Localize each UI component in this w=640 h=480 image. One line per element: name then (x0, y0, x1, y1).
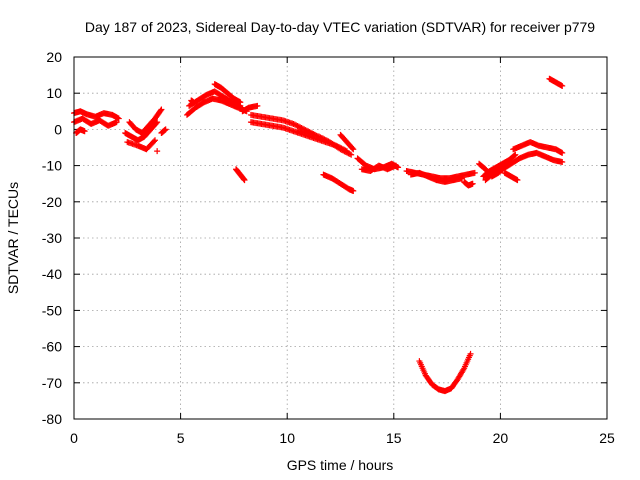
data-point (471, 169, 478, 176)
data-point (150, 138, 157, 145)
data-point (291, 121, 298, 128)
data-point (348, 151, 355, 158)
data-point (113, 119, 120, 126)
x-tick-label: 5 (177, 430, 185, 446)
x-tick-label: 0 (70, 430, 78, 446)
data-point (320, 135, 327, 142)
data-point (559, 149, 566, 156)
data-point (337, 146, 344, 153)
data-point (324, 137, 331, 144)
data-point (81, 128, 88, 135)
data-point (346, 151, 353, 158)
data-point (294, 123, 301, 130)
chart-title: Day 187 of 2023, Sidereal Day-to-day VTE… (85, 19, 595, 35)
y-tick-label: -30 (42, 230, 62, 246)
data-point (321, 136, 328, 143)
data-point (237, 99, 244, 106)
data-point (154, 119, 161, 126)
data-point (340, 147, 347, 154)
data-point (241, 177, 248, 184)
y-tick-label: 20 (46, 49, 62, 65)
data-point (459, 175, 466, 182)
data-point (152, 137, 159, 144)
data-point (344, 149, 351, 156)
data-point (115, 115, 122, 122)
data-point (559, 158, 566, 165)
data-point (338, 146, 345, 153)
data-point (293, 122, 300, 129)
data-point (190, 99, 197, 106)
data-point (153, 120, 160, 127)
y-tick-label: 10 (46, 85, 62, 101)
y-tick-label: -70 (42, 375, 62, 391)
data-point (350, 146, 357, 153)
y-tick-labels: -80 -70 -60 -50 -40 -30 -20 -10 0 10 20 (42, 49, 62, 427)
data-point (342, 149, 349, 156)
y-tick-label: -80 (42, 411, 62, 427)
data-point (559, 82, 566, 89)
x-tick-label: 15 (386, 430, 402, 446)
data-point (511, 152, 518, 159)
x-tick-label: 10 (279, 430, 295, 446)
data-point (317, 134, 324, 141)
plot-frame (73, 56, 608, 420)
data-point (157, 107, 164, 114)
grid (74, 57, 607, 419)
y-tick-label: -60 (42, 339, 62, 355)
y-tick-label: -20 (42, 194, 62, 210)
y-tick-label: 0 (54, 121, 62, 137)
data-point (467, 350, 474, 357)
data-point (158, 106, 165, 113)
data-point (460, 366, 467, 373)
x-tick-label: 25 (599, 430, 615, 446)
y-tick-label: -40 (42, 266, 62, 282)
data-point (350, 187, 357, 194)
x-axis-label: GPS time / hours (287, 457, 394, 473)
data-point (254, 102, 261, 109)
data-point (512, 151, 519, 158)
y-tick-label: -50 (42, 302, 62, 318)
data-point (469, 180, 476, 187)
data-point (322, 137, 329, 144)
y-axis-label: SDTVAR / TECUs (5, 182, 21, 294)
x-tick-labels: 0 5 10 15 20 25 (70, 430, 615, 446)
data-point (316, 133, 323, 140)
data-point (345, 150, 352, 157)
x-tick-label: 20 (493, 430, 509, 446)
data-point (162, 126, 169, 133)
data-point (392, 162, 399, 169)
data-point (341, 148, 348, 155)
data-point (514, 177, 521, 184)
data-point (154, 148, 161, 155)
data-points (71, 75, 566, 395)
data-point (318, 134, 325, 141)
y-tick-label: -10 (42, 158, 62, 174)
data-point (290, 120, 297, 127)
data-point (349, 145, 356, 152)
